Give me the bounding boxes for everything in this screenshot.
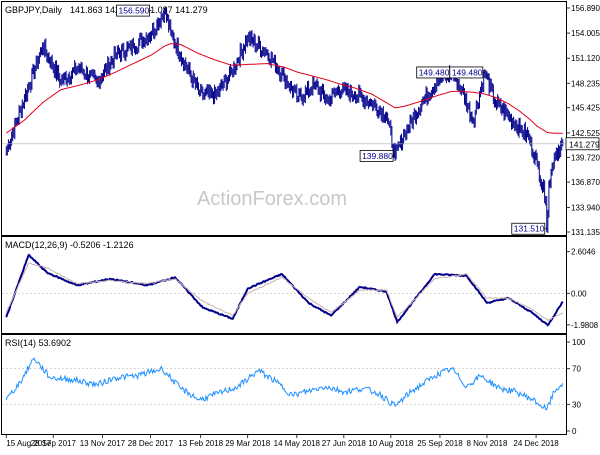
- price-ytick-label: 139.720: [571, 153, 600, 162]
- xtick-label: 28 Dec 2017: [128, 439, 174, 448]
- xtick-label: 8 Nov 2018: [466, 439, 507, 448]
- price-ytick-label: 133.940: [571, 204, 600, 213]
- price-ytick-label: 148.235: [571, 79, 600, 88]
- xtick-label: 29 Mar 2018: [225, 439, 270, 448]
- price-panel-frame: [1, 1, 567, 236]
- rsi-ytick-label: 0: [572, 427, 577, 436]
- price-ytick-label: 156.890: [571, 4, 600, 13]
- symbol-label: GBPJPY,Daily: [5, 5, 62, 15]
- rsi-ytick-label: 100: [572, 338, 586, 347]
- rsi-line: [5, 356, 564, 411]
- last-price-label: 141.279: [569, 139, 600, 149]
- xtick-label: 14 May 2018: [274, 439, 321, 448]
- price-ytick-label: 151.120: [571, 54, 600, 63]
- watermark: ActionForex.com: [197, 188, 347, 210]
- rsi-ytick-label: 70: [572, 365, 581, 374]
- macd-signal-line: [5, 262, 564, 322]
- xtick-label: 13 Feb 2018: [178, 439, 223, 448]
- price-annotation-label: 139.880: [362, 151, 393, 161]
- price-ytick-label: 145.425: [571, 104, 600, 113]
- rsi-ytick-label: 30: [572, 400, 581, 409]
- price-ytick-label: 142.525: [571, 129, 600, 138]
- macd-panel-title: MACD(12,26,9) -0.5206 -1.2126: [5, 240, 134, 250]
- macd-ytick-label: 0.00: [571, 289, 587, 298]
- price-annotation-label: 149.480: [452, 67, 483, 77]
- xtick-label: 27 Jun 2018: [322, 439, 367, 448]
- xtick-label: 13 Nov 2017: [80, 439, 126, 448]
- macd-panel-frame: [1, 236, 567, 334]
- macd-line: [5, 253, 564, 327]
- rsi-panel-frame: [1, 334, 567, 435]
- price-annotation-label: 149.480: [419, 67, 450, 77]
- price-annotation-label: 156.590: [119, 6, 150, 16]
- rsi-panel-title: RSI(14) 53.6902: [5, 338, 71, 348]
- price-ytick-label: 131.135: [571, 228, 600, 237]
- price-ytick-label: 154.005: [571, 29, 600, 38]
- xtick-label: 15 Aug 2017: [6, 439, 51, 448]
- xtick-label: 25 Sep 2018: [417, 439, 463, 448]
- macd-ytick-label: 2.6046: [571, 248, 596, 257]
- last-price-box: [565, 137, 600, 151]
- xtick-label: 10 Aug 2018: [368, 439, 413, 448]
- xtick-label: 24 Dec 2018: [513, 439, 559, 448]
- price-annotation-label: 131.510: [514, 224, 545, 234]
- macd-ytick-label: -1.9808: [571, 321, 599, 330]
- price-ytick-label: 136.870: [571, 178, 600, 187]
- sma-line: [5, 43, 563, 134]
- xtick-label: 28 Sep 2017: [31, 439, 77, 448]
